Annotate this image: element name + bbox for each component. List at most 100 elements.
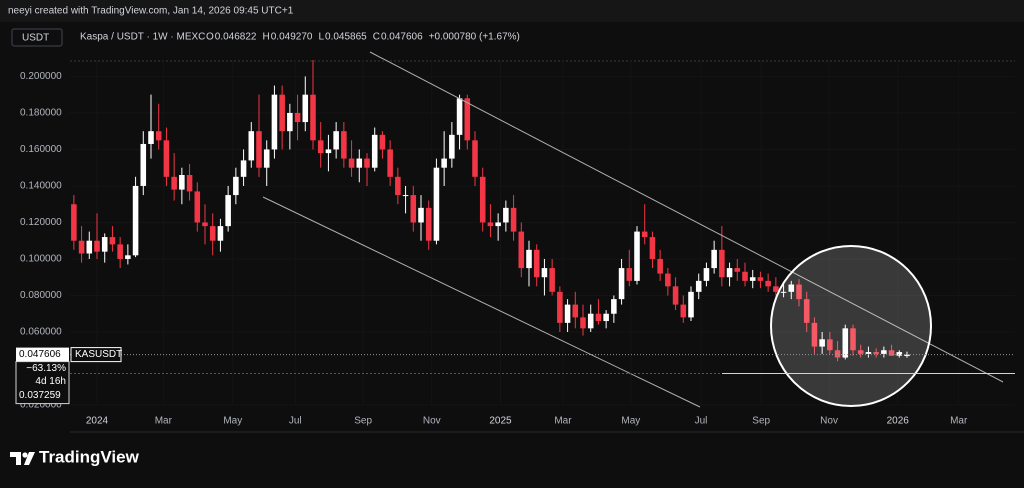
x-tick-label: Mar [554,416,572,427]
x-tick-label: Nov [820,416,838,427]
candle-body [449,134,455,159]
candle-body [341,131,347,159]
measure-duration: 4d 16h [35,376,66,387]
last-price: 0.047606 [19,349,61,360]
candle-body [541,268,548,278]
y-tick-label: 0.020000 [20,400,62,411]
ohlc-key: O [206,32,214,43]
x-tick-label: Sep [752,416,770,427]
candle-body [788,284,795,292]
x-tick-label: Sep [354,416,372,427]
ohlc-value: 0.049270 [271,32,313,43]
candle-body [410,195,417,223]
candle-body [487,222,494,227]
candle-body [101,237,108,252]
x-tick-label: 2026 [887,416,910,427]
upper-trendline [369,51,1004,383]
x-tick-label: Nov [423,416,441,427]
candle-body [495,222,501,227]
candle-body [711,249,717,269]
candle-body [765,280,771,287]
candle-body [572,304,579,318]
candle-body [796,284,802,300]
candle-body [179,175,185,190]
price-labels: 0.047606 KASUSDT −63.13% 4d 16h 0.037259 [15,347,1015,405]
candle-body [726,268,733,278]
symbol: Kaspa / USDT · 1W · MEXC [80,32,205,43]
x-tick-label: 2024 [86,416,109,427]
candle-body [225,195,231,227]
x-tick-label: Mar [950,416,968,427]
measure-change: −63.13% [26,363,66,374]
candle-body [94,240,100,252]
candle-body [209,226,216,241]
candle-body [672,286,679,305]
candle-body [418,207,424,223]
highlight-circle [770,245,932,407]
candle-body [819,339,825,347]
candle-body [109,237,116,245]
candle-body [657,258,663,274]
candle-body [240,160,247,177]
candle-body [842,328,849,358]
logo-slash [24,452,35,465]
x-tick-label: Jul [289,416,302,427]
candle-body [371,134,378,168]
logo-dot [22,452,28,458]
candle-body [186,175,193,192]
x-tick-label: 2025 [489,416,512,427]
candle-body [749,277,756,281]
currency-box[interactable] [11,28,63,47]
ohlc-key: H [263,32,270,43]
candle-body [896,352,903,356]
candle-body [641,231,648,238]
candle-body [456,98,463,135]
y-tick-label: 0.060000 [20,327,62,338]
candle-body [132,185,139,256]
currency[interactable]: USDT [22,33,49,44]
candle-body [564,304,571,323]
candle-body [865,352,872,354]
measure-target: 0.037259 [19,390,61,401]
candle-body [464,98,471,141]
candle-body [719,249,725,278]
candle-body [233,176,239,196]
candle-body [857,350,864,354]
candle-body [626,268,633,281]
candle-body [317,140,324,154]
candle-body [803,299,810,323]
candle-body [834,350,841,358]
candle-body [757,277,764,281]
lower-trendline [262,196,701,408]
candle-body [734,268,741,272]
candle-body [441,158,447,168]
candle-body [510,207,517,232]
ohlc-key: L [318,32,324,43]
candle-body [603,313,609,322]
candle-body [333,131,339,150]
candles [71,60,910,362]
candle-body [364,158,370,168]
candle-body [634,231,640,281]
candle-body [587,313,594,329]
candle-body [310,94,316,141]
candle-body [680,304,687,318]
x-tick-label: May [621,416,640,427]
x-tick-label: Jul [695,416,708,427]
candle-body [649,237,656,259]
candle-body [202,222,208,227]
ohlc-value: 0.045865 [325,32,367,43]
candle-body [665,273,671,287]
candle-body [163,140,170,177]
ohlc-legend: O 0.046822 H 0.049270 L 0.045865 C 0.047606 [206,32,423,43]
candle-body [503,207,509,223]
candle-body [155,131,162,141]
candle-body [356,158,363,168]
candle-body [811,322,818,347]
candle-body [256,131,262,168]
candle-body [873,352,879,354]
candle-body [194,191,201,223]
x-tick-label: May [223,416,242,427]
